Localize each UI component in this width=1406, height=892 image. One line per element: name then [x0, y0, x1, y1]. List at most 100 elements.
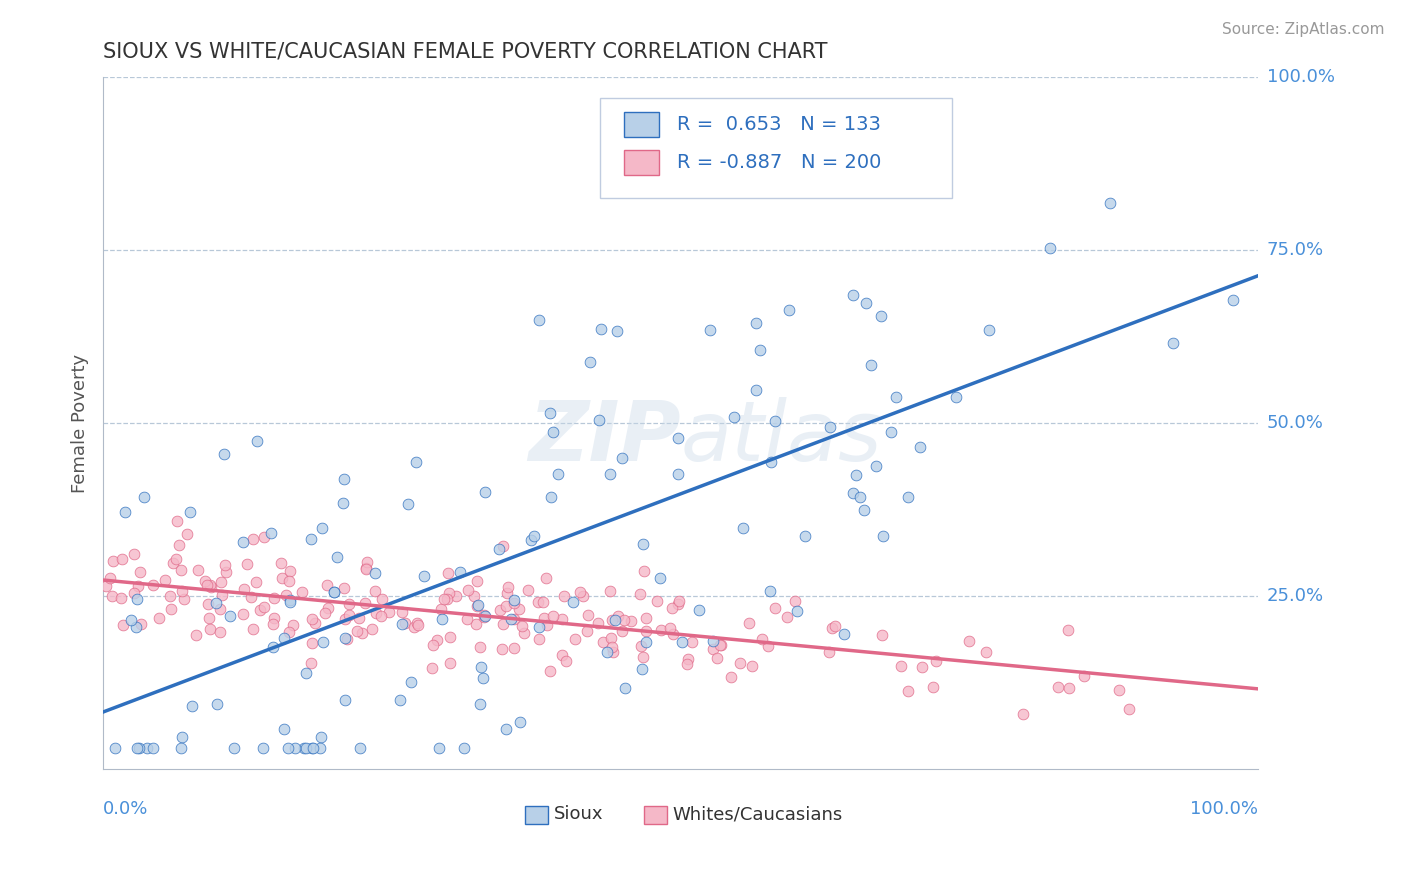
Point [720, 670, 742, 684]
Point [370, 591, 392, 606]
Point [516, 583, 538, 598]
Point [1118, 701, 1140, 715]
Point [1057, 624, 1080, 638]
Point [1046, 680, 1069, 694]
Point [821, 621, 844, 635]
Point [540, 490, 562, 504]
Point [436, 591, 458, 606]
Point [723, 409, 745, 424]
Point [311, 521, 333, 535]
Point [614, 681, 637, 696]
Point [391, 617, 413, 632]
Point [135, 741, 157, 756]
Point [299, 656, 322, 670]
Point [198, 611, 221, 625]
Point [134, 490, 156, 504]
Text: ZIP: ZIP [529, 397, 681, 477]
Point [110, 591, 132, 606]
Point [600, 640, 623, 654]
Point [253, 600, 276, 615]
Point [172, 730, 194, 744]
Point [817, 645, 839, 659]
Point [209, 624, 232, 639]
Point [503, 612, 526, 626]
Point [522, 529, 544, 543]
Point [333, 612, 356, 626]
Point [245, 574, 267, 589]
Point [513, 626, 536, 640]
Point [278, 574, 301, 588]
Point [820, 420, 842, 434]
Point [219, 609, 242, 624]
Point [503, 596, 526, 610]
Point [612, 451, 634, 466]
Point [249, 603, 271, 617]
Point [783, 594, 806, 608]
Point [262, 640, 284, 654]
Point [169, 563, 191, 577]
Point [165, 552, 187, 566]
Point [575, 624, 598, 639]
Point [162, 556, 184, 570]
Point [278, 593, 301, 607]
Point [336, 632, 359, 646]
Point [378, 605, 401, 619]
Point [198, 622, 221, 636]
Point [541, 425, 564, 440]
Point [246, 434, 269, 448]
Point [200, 577, 222, 591]
Point [496, 586, 519, 600]
Point [301, 636, 323, 650]
Point [120, 614, 142, 628]
Point [568, 585, 591, 599]
Point [159, 589, 181, 603]
Point [870, 310, 893, 324]
Point [394, 616, 416, 631]
Point [337, 608, 360, 623]
Point [402, 620, 425, 634]
Point [842, 288, 865, 302]
Point [101, 589, 124, 603]
Text: 100.0%: 100.0% [1267, 68, 1334, 87]
Point [1108, 683, 1130, 698]
Point [659, 620, 682, 634]
Point [326, 549, 349, 564]
Point [129, 616, 152, 631]
Point [242, 532, 264, 546]
Point [356, 555, 378, 569]
Point [142, 578, 165, 592]
Point [211, 588, 233, 602]
Point [495, 722, 517, 736]
Point [865, 458, 887, 473]
Point [125, 591, 148, 606]
Point [489, 603, 512, 617]
Point [262, 616, 284, 631]
Point [323, 585, 346, 599]
Point [124, 586, 146, 600]
Point [299, 532, 322, 546]
Point [468, 697, 491, 711]
Point [738, 616, 761, 631]
Point [215, 565, 238, 579]
FancyBboxPatch shape [624, 112, 659, 136]
Point [911, 660, 934, 674]
Point [633, 565, 655, 579]
Point [333, 581, 356, 595]
Point [531, 595, 554, 609]
Point [472, 607, 495, 622]
Point [316, 601, 339, 615]
Point [295, 741, 318, 756]
Point [94, 579, 117, 593]
Point [551, 648, 574, 663]
Point [312, 635, 335, 649]
Point [579, 355, 602, 369]
Point [699, 323, 721, 337]
Point [200, 580, 222, 594]
Point [360, 622, 382, 636]
Point [333, 631, 356, 645]
Point [232, 535, 254, 549]
Point [456, 612, 478, 626]
Point [207, 697, 229, 711]
Point [600, 613, 623, 627]
Point [160, 601, 183, 615]
